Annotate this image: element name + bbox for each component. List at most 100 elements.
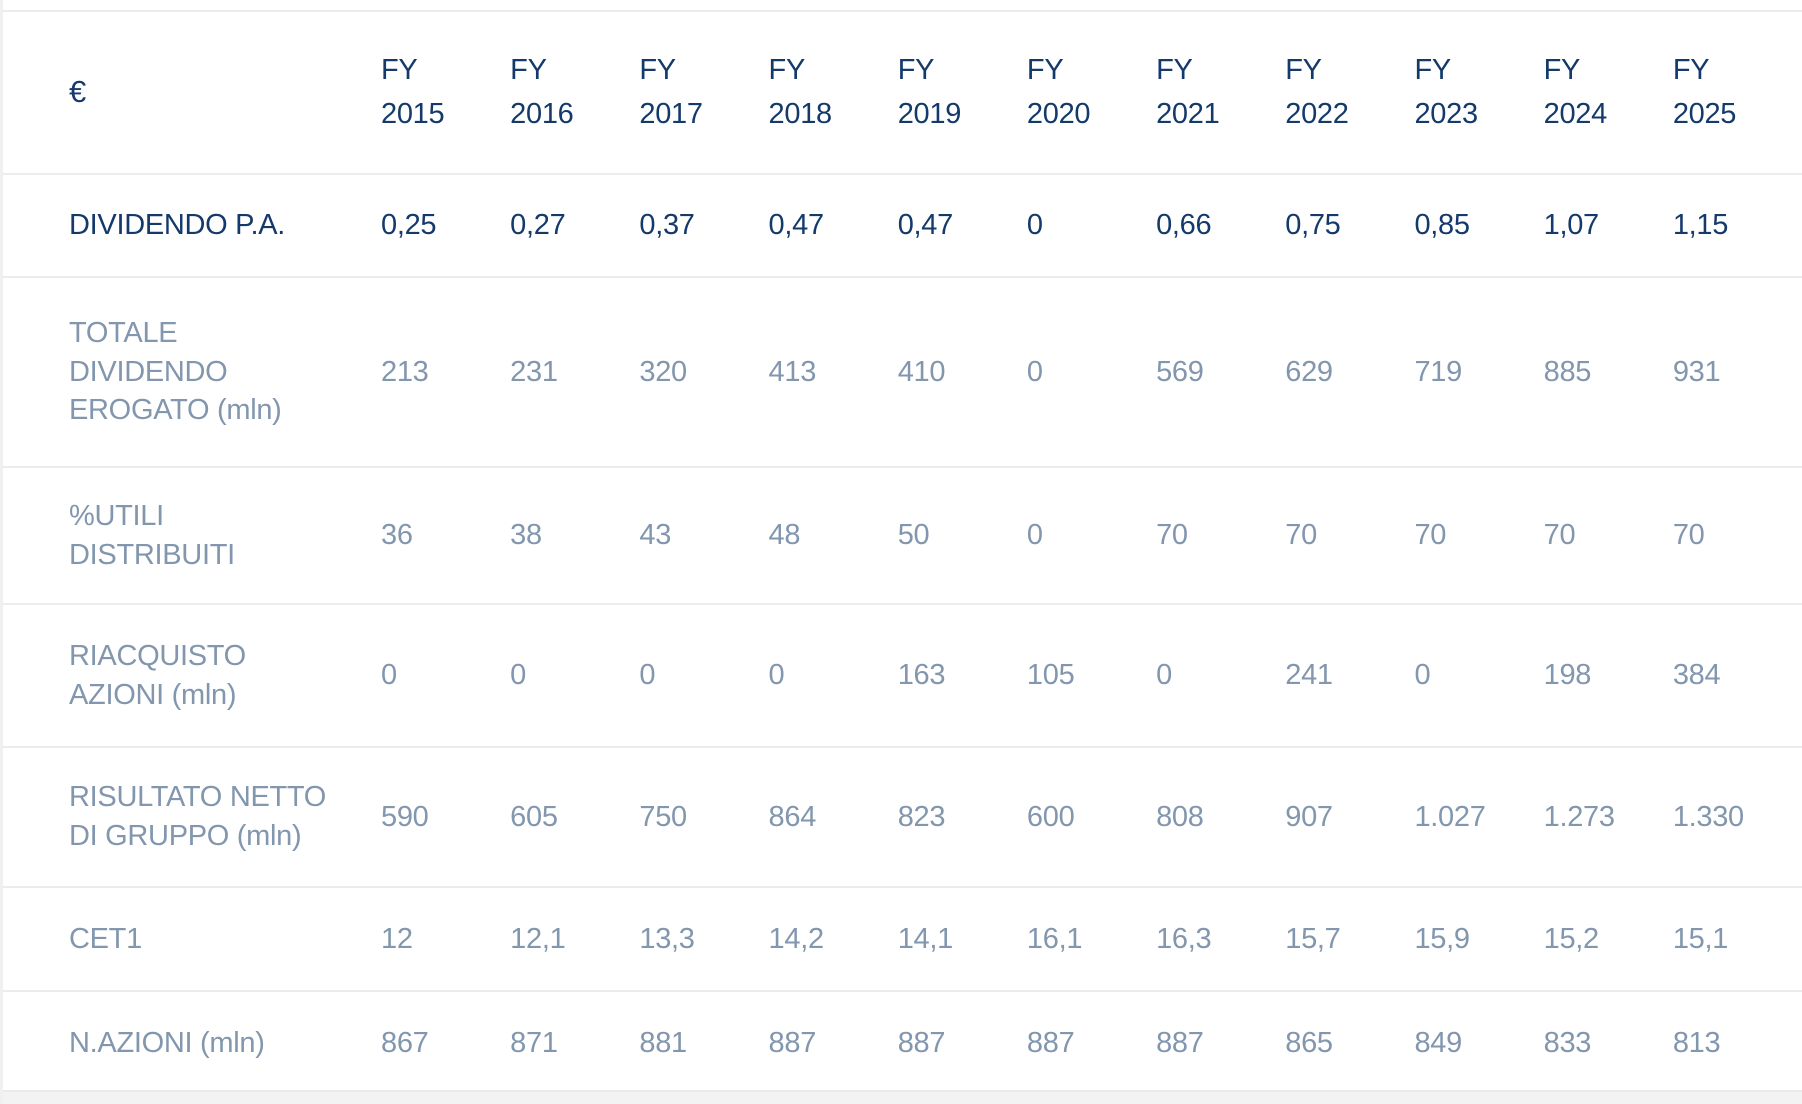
table-cell: 1,15 bbox=[1672, 209, 1729, 241]
table-cell: 907 bbox=[1285, 800, 1333, 833]
table-cell: 0,27 bbox=[510, 209, 566, 241]
row-label: RIACQUISTO AZIONI (mln) bbox=[69, 639, 246, 711]
table-cell: 320 bbox=[639, 355, 687, 388]
table-cell: 15,9 bbox=[1414, 922, 1470, 955]
table-cell: 864 bbox=[768, 800, 817, 833]
table-cell: 0 bbox=[1156, 659, 1172, 691]
table-cell: 0 bbox=[1026, 519, 1043, 551]
table-cell: 70 bbox=[1285, 519, 1317, 551]
year-column-header: FY 2022 bbox=[1285, 54, 1349, 130]
table-cell: 410 bbox=[897, 355, 946, 388]
table-cell: 48 bbox=[768, 519, 801, 551]
table-cell: 865 bbox=[1285, 1026, 1333, 1059]
year-column-header: FY 2019 bbox=[897, 54, 962, 130]
table-cell: 70 bbox=[1672, 519, 1705, 551]
table-cell: 12 bbox=[381, 922, 413, 955]
table-cell: 629 bbox=[1285, 355, 1333, 388]
table-cell: 70 bbox=[1543, 519, 1576, 551]
table-cell: 750 bbox=[639, 800, 687, 833]
table-cell: 70 bbox=[1414, 519, 1447, 551]
year-column-header: FY 2015 bbox=[381, 54, 445, 130]
table-cell: 590 bbox=[381, 800, 429, 833]
table-cell: 213 bbox=[381, 355, 429, 388]
table-cell: 600 bbox=[1026, 800, 1075, 833]
row-label: %UTILI DISTRIBUITI bbox=[69, 499, 235, 571]
table-cell: 0 bbox=[381, 659, 397, 691]
table-cell: 569 bbox=[1156, 355, 1204, 388]
table-row: RIACQUISTO AZIONI (mln) 0 0 0 0 163 105 0 241 0 19… bbox=[3, 605, 1802, 748]
table-row: DIVIDENDO P.A. 0,25 0,27 0,37 0,47 0,47 0 0,66 0… bbox=[3, 175, 1802, 278]
table-row: N.AZIONI (mln) 867 871 881 887 887 887 887 865 84… bbox=[3, 992, 1802, 1094]
table-cell: 0 bbox=[510, 659, 527, 691]
footer-strip bbox=[3, 1090, 1802, 1104]
table-cell: 15,1 bbox=[1672, 922, 1729, 955]
row-label: RISULTATO NETTO DI GRUPPO (mln) bbox=[69, 781, 327, 852]
year-column-header: FY 2020 bbox=[1026, 54, 1091, 130]
table-cell: 885 bbox=[1543, 355, 1592, 388]
table-cell: 0 bbox=[1414, 659, 1431, 691]
table-cell: 16,3 bbox=[1156, 922, 1212, 955]
row-label: TOTALE DIVIDENDO EROGATO (mln) bbox=[69, 317, 282, 427]
table-cell: 808 bbox=[1156, 800, 1204, 833]
table-cell: 887 bbox=[897, 1026, 946, 1059]
year-column-header: FY 2017 bbox=[639, 54, 703, 130]
table-cell: 0,75 bbox=[1285, 209, 1341, 241]
table-cell: 163 bbox=[897, 659, 946, 691]
table-cell: 12,1 bbox=[510, 922, 566, 955]
table-cell: 0,47 bbox=[768, 209, 825, 241]
table-cell: 50 bbox=[897, 519, 930, 551]
table-cell: 823 bbox=[897, 800, 946, 833]
table-cell: 605 bbox=[510, 800, 558, 833]
table-cell: 719 bbox=[1414, 355, 1462, 388]
table-row: RISULTATO NETTO DI GRUPPO (mln) 590 605 750… bbox=[3, 748, 1802, 888]
table-cell: 14,2 bbox=[768, 922, 825, 955]
table-cell: 871 bbox=[510, 1026, 558, 1059]
table-cell: 1.330 bbox=[1672, 800, 1744, 833]
table-row: TOTALE DIVIDENDO EROGATO (mln) 213 231 320 4… bbox=[3, 278, 1802, 468]
table-cell: 43 bbox=[639, 519, 672, 551]
year-column-header: FY 2018 bbox=[768, 54, 833, 130]
row-label: DIVIDENDO P.A. bbox=[69, 209, 286, 242]
table-cell: 887 bbox=[1156, 1026, 1204, 1059]
table-cell: 0,25 bbox=[381, 209, 437, 241]
year-column-header: FY 2016 bbox=[510, 54, 574, 130]
table-cell: 0 bbox=[1026, 355, 1043, 388]
table-cell: 0 bbox=[639, 659, 656, 691]
table-cell: 13,3 bbox=[639, 922, 695, 955]
row-label: CET1 bbox=[69, 922, 142, 955]
table-cell: 833 bbox=[1543, 1026, 1592, 1059]
table-cell: 1,07 bbox=[1543, 209, 1600, 241]
table-cell: 241 bbox=[1285, 659, 1333, 691]
table-cell: 1.027 bbox=[1414, 800, 1486, 833]
table-cell: 813 bbox=[1672, 1026, 1721, 1059]
table-cell: 413 bbox=[768, 355, 817, 388]
table-cell: 38 bbox=[510, 519, 542, 551]
table-cell: 881 bbox=[639, 1026, 687, 1059]
table-cell: 105 bbox=[1026, 659, 1075, 691]
table-cell: 15,2 bbox=[1543, 922, 1600, 955]
table-cell: 384 bbox=[1672, 659, 1721, 691]
dividends-table: € FY 2015 FY 2016 FY 2017 FY 2018 FY 2019 FY 2… bbox=[3, 10, 1802, 1094]
table-cell: 0,66 bbox=[1156, 209, 1212, 241]
year-column-header: FY 2023 bbox=[1414, 54, 1478, 130]
table-cell: 198 bbox=[1543, 659, 1592, 691]
table-cell: 0 bbox=[768, 659, 785, 691]
table-cell: 0,47 bbox=[897, 209, 954, 241]
table-header-row: € FY 2015 FY 2016 FY 2017 FY 2018 FY 2019 FY 2… bbox=[3, 12, 1802, 175]
table-cell: 231 bbox=[510, 355, 558, 388]
table-cell: 849 bbox=[1414, 1026, 1462, 1059]
table-row: %UTILI DISTRIBUITI 36 38 43 48 50 0 70 70 70 70 70 bbox=[3, 468, 1802, 605]
table-cell: 14,1 bbox=[897, 922, 954, 955]
year-column-header: FY 2025 bbox=[1672, 54, 1737, 130]
year-column-header: FY 2024 bbox=[1543, 54, 1608, 130]
table-cell: 0,37 bbox=[639, 209, 695, 241]
table-cell: 15,7 bbox=[1285, 922, 1341, 955]
table-cell: 887 bbox=[768, 1026, 817, 1059]
year-column-header: FY 2021 bbox=[1156, 54, 1220, 130]
table-cell: 887 bbox=[1026, 1026, 1075, 1059]
table-row: CET1 12 12,1 13,3 14,2 14,1 16,1 16,3 15,7 15,9 15… bbox=[3, 888, 1802, 992]
table-cell: 70 bbox=[1156, 519, 1188, 551]
table-cell: 1.273 bbox=[1543, 800, 1615, 833]
row-label: N.AZIONI (mln) bbox=[69, 1026, 265, 1059]
